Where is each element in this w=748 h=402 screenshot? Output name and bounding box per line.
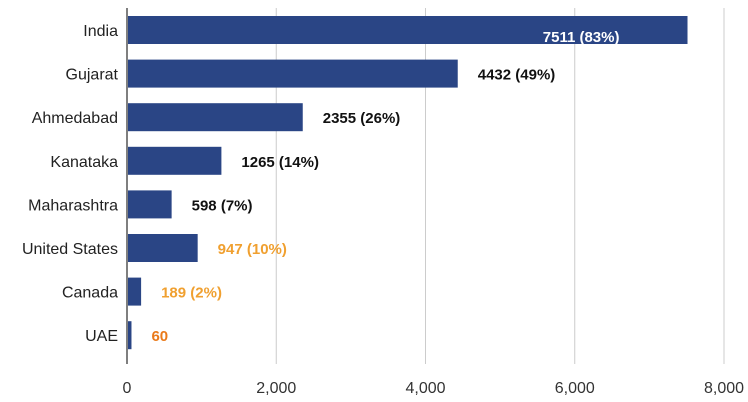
bar — [128, 321, 132, 350]
data-label: 189 (2%) — [161, 285, 222, 302]
bar — [128, 277, 142, 306]
x-tick-label: 6,000 — [555, 380, 595, 397]
category-label: United States — [22, 241, 118, 258]
x-axis-ticks: 0 2,000 4,000 6,000 8,000 — [123, 380, 745, 397]
x-tick-label: 8,000 — [704, 380, 744, 397]
bar — [128, 59, 458, 88]
x-tick-label: 4,000 — [405, 380, 445, 397]
data-label: 4432 (49%) — [478, 67, 556, 84]
data-label: 598 (7%) — [192, 197, 253, 214]
bar — [128, 234, 198, 262]
bar — [128, 146, 222, 175]
x-tick-label: 2,000 — [256, 380, 296, 397]
category-label: Kanataka — [50, 154, 118, 171]
data-label: 60 — [151, 328, 168, 345]
category-label: Maharashtra — [28, 197, 118, 214]
data-label: 7511 (83%) — [543, 29, 620, 46]
category-label: Canada — [62, 285, 118, 302]
bar — [128, 16, 688, 44]
x-tick-label: 0 — [123, 380, 132, 397]
data-label: 1265 (14%) — [241, 154, 319, 171]
data-labels: 7511 (83%) 4432 (49%) 2355 (26%) 1265 (14%)… — [151, 29, 619, 345]
category-label: India — [83, 23, 118, 40]
data-label: 947 (10%) — [218, 241, 287, 258]
category-label: UAE — [85, 328, 118, 345]
category-label: Gujarat — [66, 67, 119, 84]
bar — [128, 190, 172, 219]
category-label: Ahmedabad — [32, 110, 118, 127]
bar — [128, 103, 303, 132]
data-label: 2355 (26%) — [323, 110, 401, 127]
category-labels: India Gujarat Ahmedabad Kanataka Maharashtra… — [22, 23, 119, 345]
bars — [128, 16, 688, 350]
